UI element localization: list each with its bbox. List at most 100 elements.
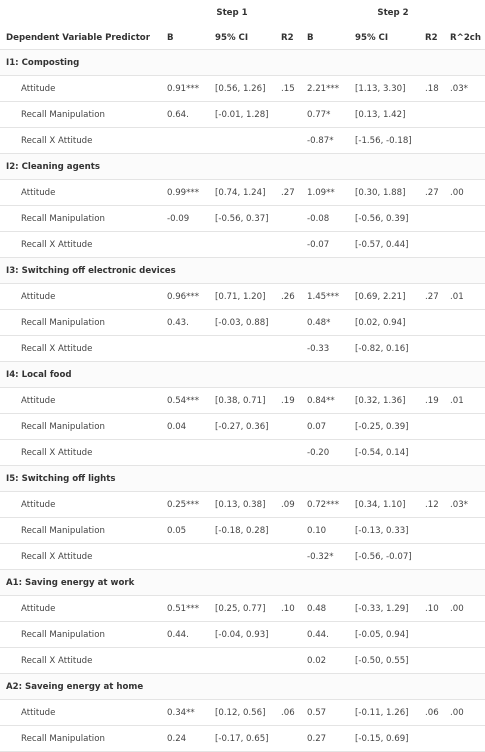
section-title: I4: Local food (6, 369, 72, 380)
value-cell: .10 (281, 603, 295, 614)
data-row: Attitude 0.34** [0.12, 0.56] .06 0.57 [-0.11,… (0, 700, 485, 726)
section-row: I2: Cleaning agents (0, 154, 485, 180)
value-cell: -0.20 (307, 447, 330, 458)
section-row: A1: Saving energy at work (0, 570, 485, 596)
value-cell: 0.05 (167, 525, 187, 536)
column-header: B (167, 32, 174, 43)
value-cell: [-0.17, 0.65] (215, 733, 269, 744)
value-cell: 0.34** (167, 707, 195, 718)
value-cell: [0.71, 1.20] (215, 291, 266, 302)
value-cell: 0.54*** (167, 395, 200, 406)
value-cell: [0.30, 1.88] (355, 187, 406, 198)
column-header: 95% CI (215, 32, 249, 43)
data-row: Attitude 0.51*** [0.25, 0.77] .10 0.48 [-0.33… (0, 596, 485, 622)
value-cell: [-1.56, -0.18] (355, 135, 412, 146)
value-cell: 2.21*** (307, 83, 340, 94)
value-cell: .09 (281, 499, 295, 510)
value-cell: [-0.56, 0.37] (215, 213, 269, 224)
section-row: I1: Composting (0, 50, 485, 76)
value-cell: -0.08 (307, 213, 330, 224)
predictor: Recall X Attitude (21, 551, 93, 562)
column-header: Dependent Variable Predictor (6, 32, 150, 43)
predictor: Recall Manipulation (21, 109, 105, 120)
value-cell: 1.45*** (307, 291, 340, 302)
value-cell: [-0.13, 0.33] (355, 525, 409, 536)
value-cell: -0.33 (307, 343, 330, 354)
column-header: 95% CI (355, 32, 389, 43)
predictor: Recall X Attitude (21, 135, 93, 146)
predictor: Recall Manipulation (21, 629, 105, 640)
predictor: Attitude (21, 603, 56, 614)
predictor: Attitude (21, 291, 56, 302)
data-row: Recall X Attitude -0.20 [-0.54, 0.14] (0, 440, 485, 466)
value-cell: [0.56, 1.26] (215, 83, 266, 94)
value-cell: 0.24 (167, 733, 187, 744)
value-cell: 0.91*** (167, 83, 200, 94)
data-row: Recall X Attitude 0.02 [-0.50, 0.55] (0, 648, 485, 674)
value-cell: 0.02 (307, 655, 327, 666)
value-cell: -0.32* (307, 551, 334, 562)
value-cell: [-0.05, 0.94] (355, 629, 409, 640)
value-cell: [-0.56, 0.39] (355, 213, 409, 224)
value-cell: [0.69, 2.21] (355, 291, 406, 302)
step-header: Step 2 (377, 8, 409, 18)
predictor: Attitude (21, 707, 56, 718)
value-cell: 0.27 (307, 733, 327, 744)
column-header: R^2ch (450, 32, 482, 43)
value-cell: .00 (450, 707, 464, 718)
data-row: Recall X Attitude -0.33 [-0.82, 0.16] (0, 336, 485, 362)
value-cell: 0.48* (307, 317, 331, 328)
value-cell: 0.25*** (167, 499, 200, 510)
data-row: Attitude 0.54*** [0.38, 0.71] .19 0.84** [0.3… (0, 388, 485, 414)
value-cell: 1.09** (307, 187, 335, 198)
value-cell: [0.25, 0.77] (215, 603, 266, 614)
value-cell: [0.02, 0.94] (355, 317, 406, 328)
data-row: Recall Manipulation 0.64. [-0.01, 1.28] 0.7… (0, 102, 485, 128)
predictor: Recall X Attitude (21, 447, 93, 458)
value-cell: [-0.56, -0.07] (355, 551, 412, 562)
value-cell: .01 (450, 395, 464, 406)
value-cell: .26 (281, 291, 295, 302)
value-cell: .00 (450, 187, 464, 198)
value-cell: 0.51*** (167, 603, 200, 614)
data-row: Recall X Attitude -0.87* [-1.56, -0.18] (0, 128, 485, 154)
value-cell: 0.10 (307, 525, 327, 536)
section-title: I3: Switching off electronic devices (6, 265, 176, 276)
column-header: R2 (281, 32, 294, 43)
header-row: Step 1 Step 2 (0, 0, 485, 26)
data-row: Attitude 0.91*** [0.56, 1.26] .15 2.21*** [1.… (0, 76, 485, 102)
predictor: Recall Manipulation (21, 525, 105, 536)
value-cell: [-0.33, 1.29] (355, 603, 409, 614)
value-cell: [0.32, 1.36] (355, 395, 406, 406)
value-cell: [-0.27, 0.36] (215, 421, 269, 432)
value-cell: 0.04 (167, 421, 187, 432)
value-cell: [0.74, 1.24] (215, 187, 266, 198)
value-cell: [-0.82, 0.16] (355, 343, 409, 354)
value-cell: 0.99*** (167, 187, 200, 198)
value-cell: 0.77* (307, 109, 331, 120)
predictor: Attitude (21, 187, 56, 198)
value-cell: -0.09 (167, 213, 190, 224)
value-cell: .01 (450, 291, 464, 302)
value-cell: .06 (425, 707, 439, 718)
data-row: Recall X Attitude -0.32* [-0.56, -0.07] (0, 544, 485, 570)
data-row: Recall Manipulation 0.43. [-0.03, 0.88] 0.4… (0, 310, 485, 336)
column-header: B (307, 32, 314, 43)
value-cell: .03* (450, 499, 468, 510)
predictor: Recall Manipulation (21, 733, 105, 744)
predictor: Recall Manipulation (21, 213, 105, 224)
predictor: Recall Manipulation (21, 421, 105, 432)
value-cell: [-0.18, 0.28] (215, 525, 269, 536)
predictor: Recall X Attitude (21, 239, 93, 250)
section-title: I1: Composting (6, 57, 80, 68)
data-row: Recall Manipulation 0.05 [-0.18, 0.28] 0.10… (0, 518, 485, 544)
data-row: Attitude 0.99*** [0.74, 1.24] .27 1.09** [0.3… (0, 180, 485, 206)
column-header: R2 (425, 32, 438, 43)
value-cell: [0.13, 1.42] (355, 109, 406, 120)
value-cell: .27 (281, 187, 295, 198)
value-cell: -0.07 (307, 239, 330, 250)
value-cell: 0.96*** (167, 291, 200, 302)
value-cell: .06 (281, 707, 295, 718)
predictor: Recall Manipulation (21, 317, 105, 328)
